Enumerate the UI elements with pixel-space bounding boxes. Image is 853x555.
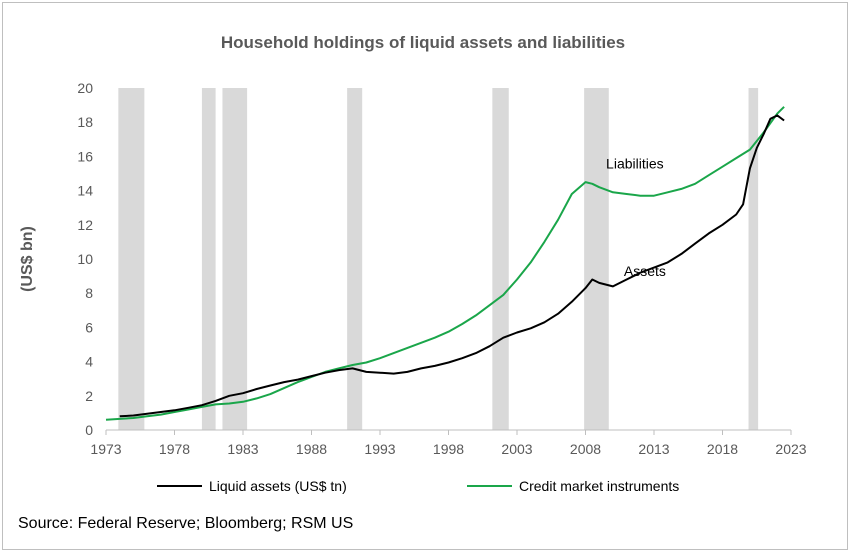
series-lines	[105, 106, 785, 421]
annotation-label: Liabilities	[606, 155, 664, 171]
y-tick-label: 6	[85, 319, 93, 335]
x-tick-label: 1973	[90, 441, 121, 457]
recession-band	[118, 88, 145, 430]
series-line-credit-market	[105, 106, 785, 421]
recession-band	[222, 88, 248, 430]
x-tick-label: 2023	[775, 441, 806, 457]
annotations: Liabilities Assets	[606, 155, 666, 279]
y-axis-label: (US$ bn)	[19, 226, 36, 292]
y-tick-label: 4	[85, 354, 93, 370]
y-tick-label: 12	[77, 217, 93, 233]
series-line-liquid-assets	[119, 114, 785, 418]
x-tick-label: 1983	[227, 441, 258, 457]
annotation-label: Assets	[624, 263, 666, 279]
y-tick-label: 0	[85, 422, 93, 438]
legend-label: Credit market instruments	[519, 478, 679, 494]
recession-band	[492, 88, 509, 430]
x-tick-label: 1988	[296, 441, 327, 457]
recession-bands	[118, 88, 759, 430]
source-note: Source: Federal Reserve; Bloomberg; RSM …	[18, 515, 354, 532]
recession-band	[748, 88, 759, 430]
legend: Liquid assets (US$ tn) Credit market inst…	[157, 478, 679, 494]
axes: 1973 1978 1983 1988 1993 1998 2003 2008 2013 2018…	[19, 80, 807, 457]
y-tick-label: 2	[85, 388, 93, 404]
y-tick-label: 20	[77, 80, 93, 96]
y-tick-label: 16	[77, 148, 93, 164]
x-tick-label: 2013	[638, 441, 669, 457]
x-tick-label: 1993	[364, 441, 395, 457]
y-tick-label: 10	[77, 251, 93, 267]
x-tick-label: 2003	[501, 441, 532, 457]
recession-band	[201, 88, 216, 430]
x-tick-label: 2018	[707, 441, 738, 457]
y-tick-label: 18	[77, 114, 93, 130]
recession-band	[347, 88, 363, 430]
recession-band	[584, 88, 609, 430]
legend-label: Liquid assets (US$ tn)	[209, 478, 347, 494]
y-tick-label: 14	[77, 183, 93, 199]
x-tick-label: 2008	[570, 441, 601, 457]
x-tick-label: 1978	[159, 441, 190, 457]
y-tick-label: 8	[85, 285, 93, 301]
chart-title: Household holdings of liquid assets and …	[220, 33, 626, 52]
x-tick-label: 1998	[433, 441, 464, 457]
